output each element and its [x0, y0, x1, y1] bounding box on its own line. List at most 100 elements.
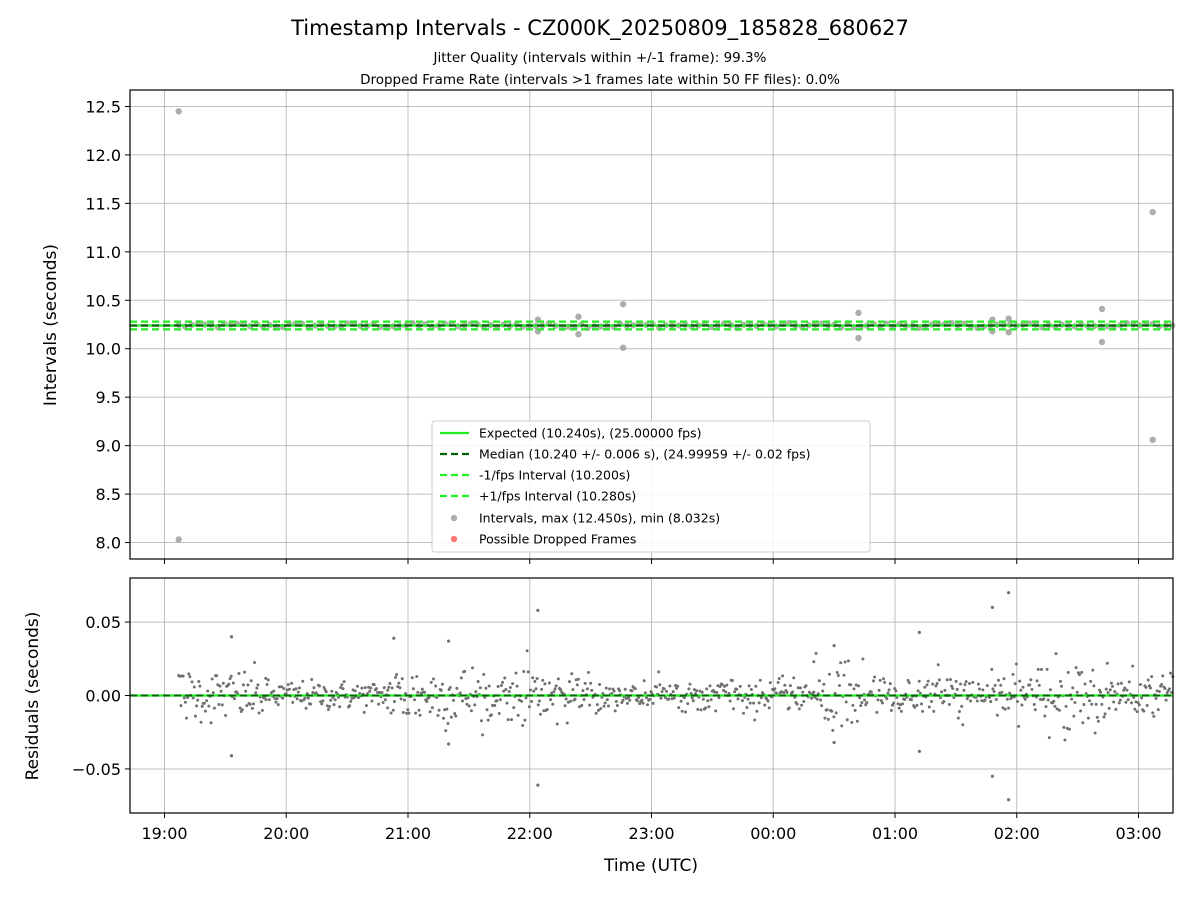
- residual-point: [1082, 702, 1086, 706]
- residual-point: [1084, 692, 1088, 696]
- residual-point: [193, 714, 197, 718]
- residual-point: [727, 691, 731, 695]
- residual-point: [989, 700, 993, 704]
- residual-point: [392, 699, 396, 703]
- residual-point: [1100, 702, 1104, 706]
- residual-point: [658, 683, 662, 687]
- residual-point: [540, 687, 544, 691]
- residual-point: [698, 689, 702, 693]
- residual-point: [921, 709, 925, 713]
- residual-point: [595, 703, 599, 707]
- residual-point: [389, 711, 393, 715]
- residual-point: [861, 657, 865, 661]
- residual-point: [718, 685, 722, 689]
- residual-point: [745, 705, 749, 709]
- residual-point: [498, 698, 502, 702]
- residual-point: [1130, 701, 1134, 705]
- residual-point: [785, 690, 789, 694]
- residual-point: [606, 704, 610, 708]
- residual-point: [1000, 690, 1004, 694]
- residual-point: [815, 697, 819, 701]
- residual-point: [822, 682, 826, 686]
- x-tick-label: 00:00: [750, 824, 796, 843]
- residual-point: [959, 682, 963, 686]
- residual-point: [429, 680, 433, 684]
- residual-point: [1055, 707, 1059, 711]
- residual-point: [1033, 708, 1037, 712]
- y-tick-label: 8.0: [96, 534, 121, 553]
- legend-entry-label: Median (10.240 +/- 0.006 s), (24.99959 +…: [479, 447, 810, 462]
- residual-point: [244, 689, 248, 693]
- residual-outlier-point: [917, 749, 921, 753]
- residual-point: [1167, 687, 1171, 691]
- residual-point: [383, 698, 387, 702]
- residual-point: [709, 698, 713, 702]
- time-x-axis-label: Time (UTC): [603, 856, 698, 876]
- residual-point: [791, 690, 795, 694]
- residual-point: [542, 709, 546, 713]
- residual-point: [181, 674, 185, 678]
- residual-point: [845, 718, 849, 722]
- residual-outlier-point: [1007, 591, 1011, 595]
- axes-frame: [129, 577, 1174, 814]
- residual-point: [254, 691, 258, 695]
- axes-frame: [129, 89, 1174, 560]
- residual-point: [199, 720, 203, 724]
- residual-point: [566, 700, 570, 704]
- residual-point: [265, 683, 269, 687]
- residual-point: [588, 703, 592, 707]
- interval-outlier-point: [619, 300, 627, 308]
- residual-point: [282, 686, 286, 690]
- residual-point: [444, 729, 448, 733]
- residual-point: [952, 696, 956, 700]
- residual-point: [435, 696, 439, 700]
- residual-point: [474, 690, 478, 694]
- residual-point: [192, 685, 196, 689]
- residual-point: [273, 697, 277, 701]
- x-tick-label: 01:00: [872, 824, 918, 843]
- residual-point: [556, 677, 560, 681]
- residual-point: [942, 700, 946, 704]
- residual-point: [604, 686, 608, 690]
- residual-point: [919, 702, 923, 706]
- residual-point: [1086, 716, 1090, 720]
- residual-point: [209, 721, 213, 725]
- residual-point: [877, 688, 881, 692]
- residual-point: [1154, 696, 1158, 700]
- residual-point: [830, 709, 834, 713]
- residual-point: [836, 673, 840, 677]
- residual-point: [1077, 673, 1081, 677]
- residual-point: [506, 718, 510, 722]
- residual-point: [497, 712, 501, 716]
- residual-point: [553, 687, 557, 691]
- residual-point: [996, 678, 1000, 682]
- residual-point: [322, 685, 326, 689]
- x-tick-label: 23:00: [628, 824, 674, 843]
- residual-point: [238, 706, 242, 710]
- x-tick-label: 22:00: [507, 824, 553, 843]
- residual-outlier-point: [832, 740, 836, 745]
- residual-point: [339, 686, 343, 690]
- residual-point: [596, 708, 600, 712]
- residual-point: [191, 696, 195, 700]
- residual-point: [219, 689, 223, 693]
- residual-point: [962, 688, 966, 692]
- residual-point: [680, 709, 684, 713]
- residual-point: [819, 698, 823, 702]
- residual-point: [925, 683, 929, 687]
- residual-point: [646, 703, 650, 707]
- residual-point: [547, 681, 551, 685]
- residual-point: [1148, 686, 1152, 690]
- residual-point: [692, 688, 696, 692]
- residual-point: [825, 708, 829, 712]
- residual-point: [983, 698, 987, 702]
- residual-point: [1063, 738, 1067, 742]
- legend-entry-label: Possible Dropped Frames: [479, 532, 636, 547]
- residual-point: [1127, 680, 1131, 684]
- y-tick-label: 10.0: [85, 340, 121, 359]
- residual-point: [677, 706, 681, 710]
- residual-point: [748, 701, 752, 705]
- residual-point: [504, 688, 508, 692]
- residual-point: [248, 702, 252, 706]
- residual-point: [827, 672, 831, 676]
